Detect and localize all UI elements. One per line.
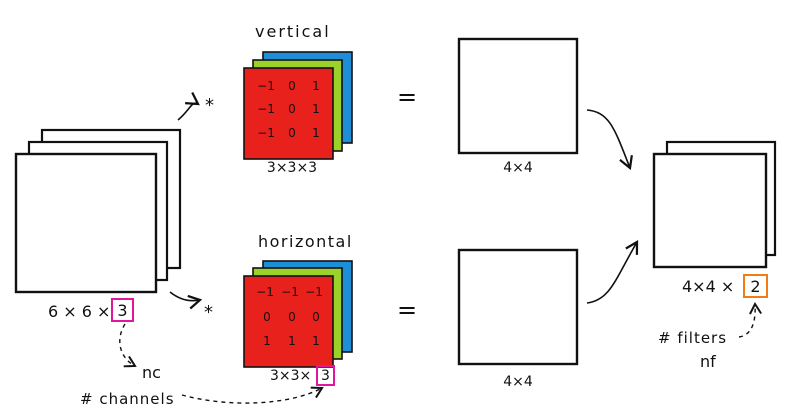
arrow-channels-to-filter-channels [181, 386, 324, 404]
convolve-symbol-bottom: * [204, 302, 213, 323]
vertical-filter-label: vertical [255, 22, 331, 41]
matrix-cell: 0 [288, 310, 296, 324]
matrix-cell: −1 [257, 126, 275, 140]
matrix-cell: 0 [288, 126, 296, 140]
output-map-vertical [457, 37, 579, 155]
filters-highlight-box [743, 274, 768, 298]
matrix-cell: 1 [312, 79, 320, 93]
stacked-output-volume [652, 140, 777, 269]
vertical-filter-matrix: −1 0 1 −1 0 1 −1 0 1 [257, 79, 320, 140]
matrix-cell: −1 [257, 102, 275, 116]
matrix-cell: 0 [288, 102, 296, 116]
arrow-vertical-to-stack [586, 109, 633, 171]
nc-label: nc [142, 363, 161, 382]
matrix-cell: 0 [288, 79, 296, 93]
arrow-filters-to-count [738, 302, 762, 338]
matrix-cell: 0 [263, 310, 271, 324]
horizontal-filter-stack [243, 260, 353, 368]
matrix-cell: −1 [281, 285, 299, 299]
matrix-cell: −1 [257, 79, 275, 93]
horizontal-filter-matrix: −1 −1 −1 0 0 0 1 1 1 [256, 285, 323, 348]
nf-label: nf [700, 352, 716, 371]
filters-annotation: # filters [658, 329, 727, 347]
matrix-cell: −1 [256, 285, 274, 299]
channels-highlight-box [111, 298, 134, 322]
convolve-symbol-top: * [205, 95, 214, 116]
stacked-output-dims: 4×4 × [682, 277, 734, 296]
arrow-nc-to-input-channels [119, 323, 137, 368]
vertical-filter-dims: 3×3×3 [267, 160, 317, 176]
equals-sign-bottom: = [397, 296, 417, 324]
horizontal-filter-channels-value: 3 [321, 368, 330, 384]
output-dims-horizontal: 4×4 [503, 374, 533, 390]
matrix-cell: 0 [312, 310, 320, 324]
channels-annotation: # channels [80, 390, 175, 408]
matrix-cell: 1 [288, 334, 296, 348]
output-dims-vertical: 4×4 [503, 160, 533, 176]
matrix-cell: −1 [305, 285, 323, 299]
horizontal-filter-dims: 3×3× [270, 368, 311, 384]
horizontal-filter-label: horizontal [258, 232, 353, 251]
matrix-cell: 1 [312, 334, 320, 348]
input-dims-label: 6 × 6 × [48, 302, 110, 321]
arrow-horizontal-to-stack [586, 240, 639, 304]
input-volume [14, 128, 182, 294]
filter-channels-highlight-box [316, 365, 335, 386]
stacked-output-filters-value: 2 [750, 277, 760, 296]
matrix-cell: 1 [312, 126, 320, 140]
output-map-horizontal [457, 248, 579, 366]
input-channels-value: 3 [117, 301, 127, 320]
equals-sign-top: = [397, 83, 417, 111]
arrow-input-to-horizontal [169, 291, 203, 310]
matrix-cell: 1 [263, 334, 271, 348]
vertical-filter-stack [243, 51, 353, 160]
matrix-cell: 1 [312, 102, 320, 116]
arrow-input-to-vertical [177, 91, 200, 121]
